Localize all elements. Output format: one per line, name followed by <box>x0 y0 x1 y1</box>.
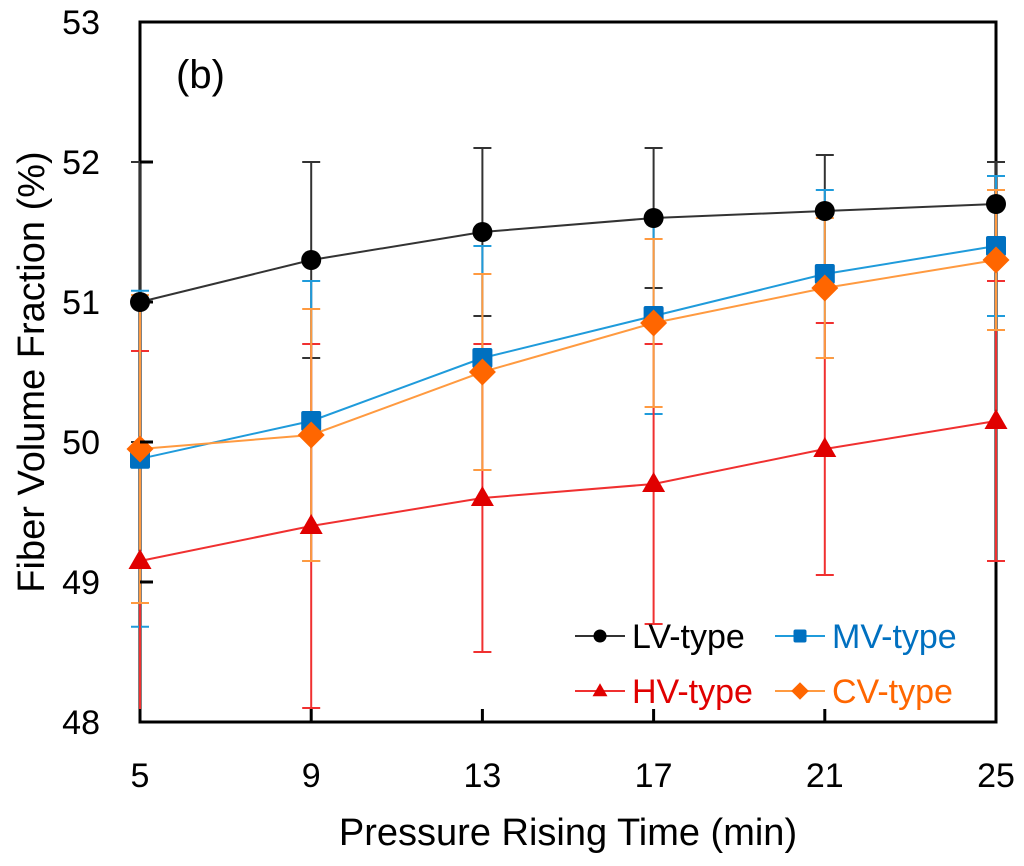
markers-lv-type <box>130 194 1006 312</box>
data-point <box>984 409 1008 429</box>
legend-item-hv-type: HV-type <box>575 673 753 711</box>
markers-hv-type <box>128 409 1008 569</box>
legend-label: MV-type <box>832 618 957 656</box>
x-tick-label: 25 <box>977 757 1015 795</box>
data-point <box>301 250 322 270</box>
markers <box>126 194 1010 569</box>
x-tick-label: 5 <box>131 757 150 795</box>
data-point <box>297 421 325 449</box>
error-bars-cv-type <box>131 189 1005 604</box>
legend-item-lv-type: LV-type <box>575 618 745 656</box>
error-bars-mv-type <box>131 175 1005 628</box>
data-point <box>299 514 323 534</box>
series-lines <box>139 203 997 562</box>
x-tick-label: 21 <box>806 757 844 795</box>
x-tick-label: 9 <box>302 757 321 795</box>
legend-marker <box>791 682 809 700</box>
data-point <box>301 411 322 431</box>
markers-cv-type <box>126 246 1010 463</box>
data-point <box>642 472 666 492</box>
data-point <box>128 549 152 569</box>
data-point <box>470 486 494 506</box>
legend-item-mv-type: MV-type <box>775 618 957 656</box>
error-bars-lv-type <box>131 147 1005 443</box>
data-point <box>643 208 664 228</box>
legend-marker <box>793 629 807 643</box>
legend-marker <box>592 683 608 697</box>
data-point <box>640 309 668 337</box>
x-tick-label: 17 <box>635 757 673 795</box>
data-point <box>986 236 1006 256</box>
panel-label: (b) <box>176 53 225 97</box>
line-mv-type <box>139 245 997 460</box>
legend-label: CV-type <box>832 673 953 711</box>
y-tick-label: 50 <box>62 424 100 462</box>
data-point <box>811 274 839 302</box>
plot-border <box>138 20 998 724</box>
data-point <box>472 348 493 368</box>
y-tick-labels: 48 49 50 51 52 53 <box>62 4 100 742</box>
x-axis-title: Pressure Rising Time (min) <box>339 812 797 854</box>
line-lv-type <box>139 203 997 303</box>
legend-label: LV-type <box>632 618 745 656</box>
legend-item-cv-type: CV-type <box>775 673 953 711</box>
y-tick-label: 48 <box>62 704 100 742</box>
y-tick-label: 49 <box>62 564 100 602</box>
x-tick-label: 13 <box>463 757 501 795</box>
line-cv-type <box>139 259 997 450</box>
y-axis-title: Fiber Volume Fraction (%) <box>11 151 53 592</box>
data-point <box>472 222 493 242</box>
plot-frame <box>138 20 998 724</box>
y-tick-label: 52 <box>62 144 100 182</box>
legend-label: HV-type <box>632 673 753 711</box>
data-point <box>468 358 496 386</box>
markers-mv-type <box>130 236 1006 469</box>
axis-ticks <box>138 20 998 724</box>
line-hv-type <box>139 420 997 562</box>
data-point <box>986 194 1006 214</box>
data-point <box>813 437 837 457</box>
data-point <box>814 264 835 284</box>
y-tick-label: 51 <box>62 284 100 322</box>
data-point <box>982 246 1010 274</box>
x-tick-labels: 5 9 13 17 21 25 <box>131 757 1015 795</box>
legend-marker <box>593 629 607 643</box>
legend: LV-type MV-type HV-type CV-type <box>575 618 957 711</box>
y-tick-label: 53 <box>62 4 100 42</box>
data-point <box>814 201 835 221</box>
